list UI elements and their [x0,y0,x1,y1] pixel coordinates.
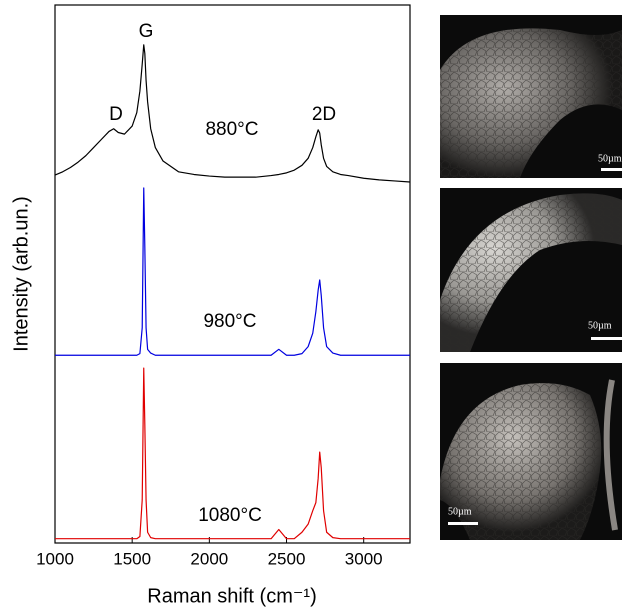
peak-label: G [139,21,154,42]
x-tick-label: 3000 [345,549,383,568]
x-tick-label: 1500 [113,549,151,568]
y-axis-title: Intensity (arb.un.) [10,196,32,352]
series-label: 880°C [205,119,258,140]
scale-label: 50µm [448,506,472,517]
spectrum-line [55,367,410,540]
x-tick-label: 2500 [268,549,306,568]
micrograph-2 [440,188,622,352]
scale-label: 50µm [588,320,612,331]
series-label: 980°C [203,311,256,332]
spectrum-line [55,187,410,356]
spectrum-line [54,44,411,183]
x-tick-label: 2000 [190,549,228,568]
x-tick-label: 1000 [36,549,74,568]
plot-frame [54,4,411,544]
peak-label: 2D [312,104,336,125]
series-label: 1080°C [198,505,262,526]
micrograph-3 [440,363,622,540]
micrograph-1 [440,15,622,178]
scale-label: 50µm [598,153,622,164]
peak-label: D [109,104,123,125]
x-axis-title: Raman shift (cm⁻¹) [147,585,316,607]
